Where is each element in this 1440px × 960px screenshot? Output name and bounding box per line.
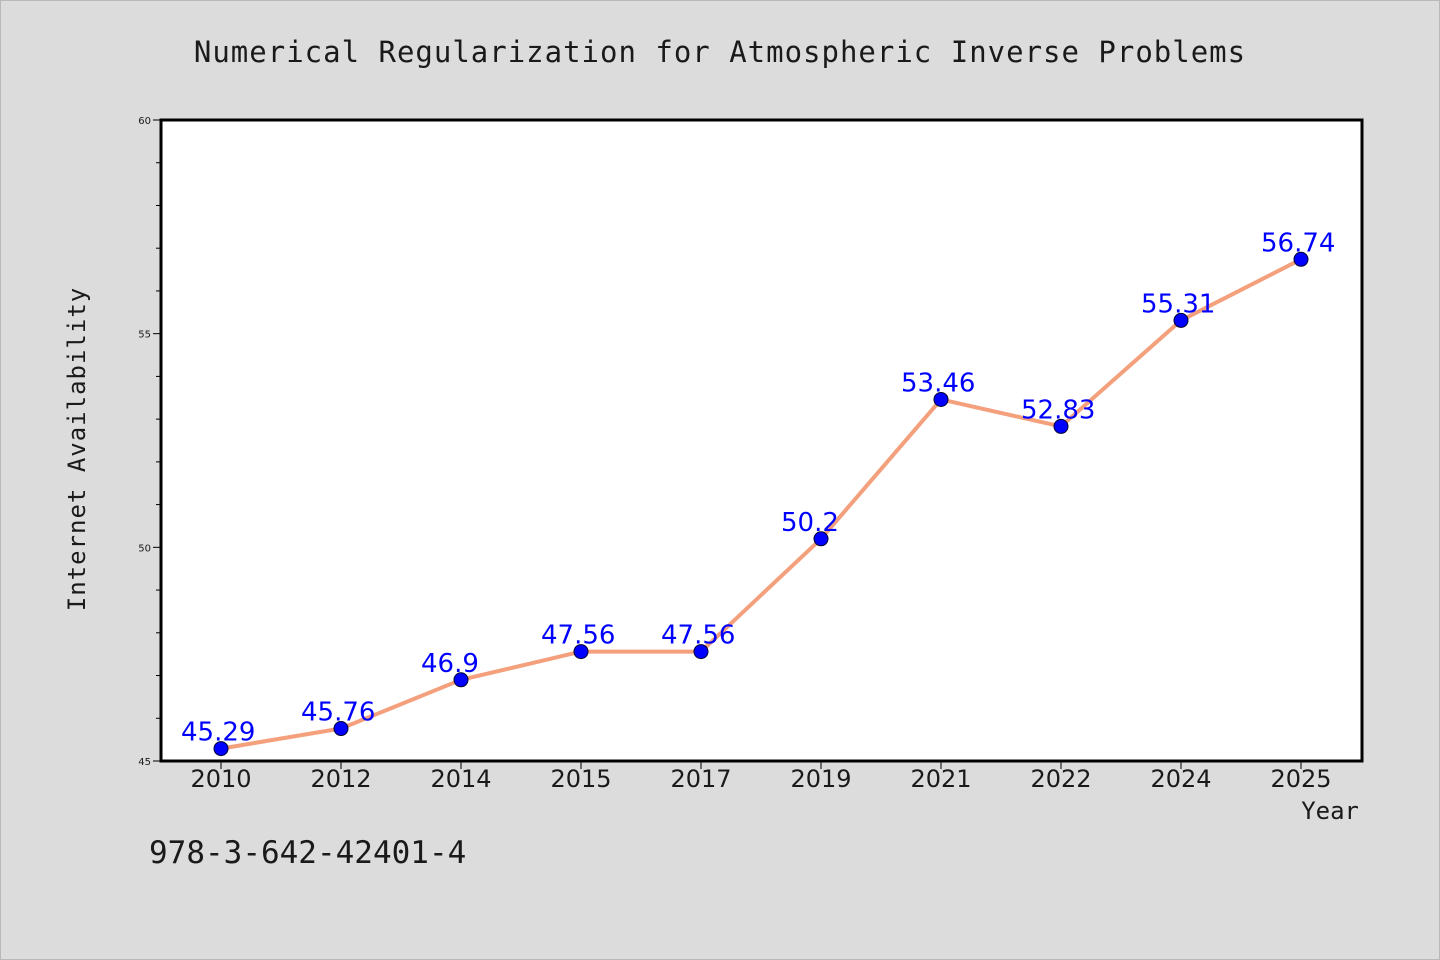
x-tick-label: 2015 xyxy=(550,765,611,793)
x-tick-label: 2012 xyxy=(310,765,371,793)
y-tick-label: 50 xyxy=(138,543,151,554)
data-point xyxy=(573,644,589,660)
data-label: 45.76 xyxy=(301,698,375,728)
series-layer xyxy=(213,251,1309,757)
plot-area xyxy=(159,118,1364,763)
data-point xyxy=(933,391,949,407)
data-label: 45.29 xyxy=(181,718,255,748)
y-tick-label: 60 xyxy=(138,116,151,127)
series-line xyxy=(220,257,1302,751)
x-tick-label: 2010 xyxy=(190,765,251,793)
data-label-layer: 45.29 45.76 46.9 47.56 47.56 50.2 53.46 52.83 55… xyxy=(181,228,1335,747)
data-point xyxy=(693,644,709,660)
x-tick-label: 2021 xyxy=(910,765,971,793)
x-tick-label: 2024 xyxy=(1150,765,1211,793)
data-label: 56.74 xyxy=(1261,228,1335,258)
data-point xyxy=(1053,418,1069,434)
data-label: 52.83 xyxy=(1021,395,1095,425)
data-label: 50.2 xyxy=(781,508,839,538)
x-tick-label: 2017 xyxy=(670,765,731,793)
x-tick-label: 2014 xyxy=(430,765,491,793)
data-label: 47.56 xyxy=(541,621,615,651)
x-axis: 2010 2012 2014 2015 2017 2019 2021 2022 2024 2025 xyxy=(190,761,1332,793)
x-tick-label: 2019 xyxy=(790,765,851,793)
chart-title: Numerical Regularization for Atmospheric… xyxy=(193,35,1247,69)
y-tick-label: 55 xyxy=(138,330,151,341)
data-point xyxy=(1293,251,1309,267)
data-label: 55.31 xyxy=(1141,289,1215,319)
data-point xyxy=(453,672,469,688)
isbn-annotation: 978-3-642-42401-4 xyxy=(149,835,467,871)
data-point xyxy=(333,721,349,737)
data-label: 53.46 xyxy=(901,368,975,398)
data-point xyxy=(213,741,229,757)
x-tick-label: 2022 xyxy=(1030,765,1091,793)
y-tick-label: 45 xyxy=(138,757,151,768)
data-label: 47.56 xyxy=(661,621,735,651)
y-axis: 45 50 55 60 xyxy=(138,116,161,768)
x-tick-label: 2025 xyxy=(1270,765,1331,793)
data-point xyxy=(813,531,829,547)
data-point xyxy=(1173,312,1189,328)
x-axis-label: Year xyxy=(1301,797,1359,825)
data-label: 46.9 xyxy=(421,649,479,679)
